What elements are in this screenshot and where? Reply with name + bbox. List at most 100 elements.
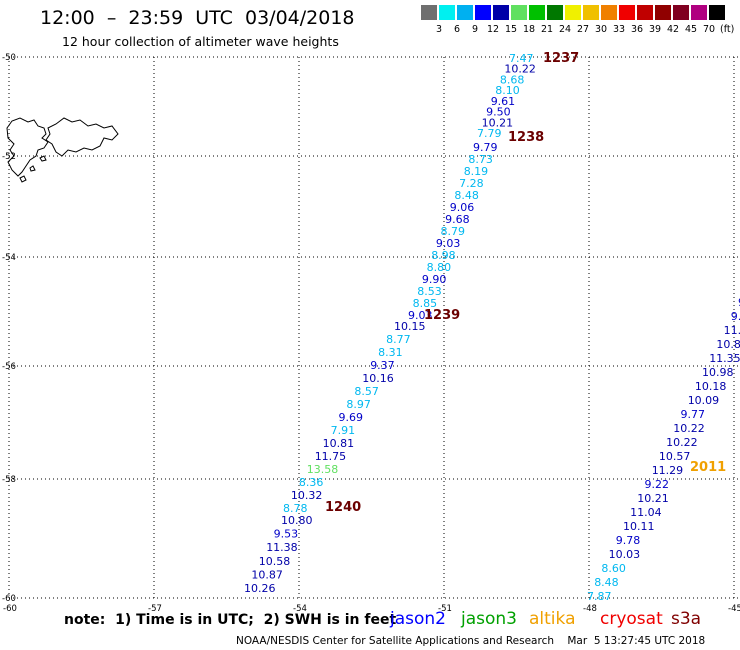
longitude-label: -60 [3, 604, 17, 614]
longitude-label: -57 [148, 604, 162, 614]
wave-height-value: 13.58 [307, 463, 339, 476]
colorbar-swatch [457, 5, 473, 20]
wave-height-value: 8.98 [431, 249, 456, 262]
colorbar-label: 12 [486, 24, 500, 35]
longitude-label: -51 [438, 604, 452, 614]
wave-height-value: 10.22 [673, 422, 705, 435]
pass-label: 1239 [424, 308, 460, 323]
wave-height-value: 8.53 [417, 285, 442, 298]
falkland-west [6, 117, 49, 177]
colorbar-label: 39 [648, 24, 662, 35]
wave-height-value: 8.48 [454, 189, 479, 202]
wave-height-value: 11.35 [709, 352, 740, 365]
footer-credit: NOAA/NESDIS Center for Satellite Applica… [236, 635, 706, 647]
wave-height-value: 11.29 [652, 464, 684, 477]
colorbar-label: 24 [558, 24, 572, 35]
colorbar-label: 70 [702, 24, 716, 35]
falkland-islet-2 [29, 165, 36, 172]
wave-height-value: 8.85 [413, 297, 438, 310]
colorbar-swatch [565, 5, 581, 20]
colorbar-swatch [529, 5, 545, 20]
colorbar-label: 45 [684, 24, 698, 35]
colorbar-label: 15 [504, 24, 518, 35]
wave-height-value: 8.73 [468, 153, 493, 166]
wave-height-value: 11.4 [724, 324, 740, 337]
wave-height-value: 9.37 [370, 359, 395, 372]
wave-height-value: 8.36 [299, 476, 324, 489]
falkland-east [45, 117, 119, 157]
falkland-islands-coastline [6, 117, 119, 183]
wave-height-value: 9.06 [450, 201, 475, 214]
colorbar-swatch [691, 5, 707, 20]
wave-height-value: 10.84 [716, 338, 740, 351]
colorbar-label: 30 [594, 24, 608, 35]
legend-jason2: jason2 [390, 609, 446, 629]
colorbar-unit: (ft) [720, 24, 735, 35]
colorbar-label: 18 [522, 24, 536, 35]
colorbar-label: 21 [540, 24, 554, 35]
falkland-islet-3 [39, 155, 47, 162]
wave-height-value: 8.31 [378, 346, 403, 359]
wave-height-value: 10.32 [291, 489, 323, 502]
colorbar-swatch [619, 5, 635, 20]
wave-height-value: 8.97 [346, 398, 371, 411]
wave-height-value: 7.28 [459, 177, 484, 190]
track-1239: 10.158.778.319.3710.168.578.979.697.9110… [283, 308, 460, 515]
wave-height-value: 8.10 [495, 84, 520, 97]
wave-height-value: 10.26 [244, 582, 276, 595]
wave-height-value: 11.75 [315, 450, 347, 463]
wave-height-value: 10.98 [702, 366, 734, 379]
wave-height-value: 10.16 [362, 372, 394, 385]
wave-height-value: 7.87 [587, 590, 612, 603]
wave-height-value: 10.80 [281, 514, 313, 527]
colorbar-swatch [475, 5, 491, 20]
colorbar-swatch [439, 5, 455, 20]
colorbar-swatch [547, 5, 563, 20]
wave-height-value: 9.61 [491, 95, 516, 108]
wave-height-value: 10.21 [482, 116, 513, 129]
wave-height-value: 7.79 [477, 127, 502, 140]
wave-height-value: 9. [731, 310, 740, 323]
legend-cryosat: cryosat [600, 609, 663, 629]
wave-height-value: 10.03 [609, 548, 641, 561]
colorbar-label: 27 [576, 24, 590, 35]
wave-height-value: 10.11 [623, 520, 655, 533]
colorbar-swatch [493, 5, 509, 20]
map-grid: -50-52-54-56-58-60-60 -57 -54 -51 -48 -45 [2, 53, 740, 614]
wave-height-value: 10.22 [504, 63, 536, 76]
wave-height-value: 9.79 [473, 141, 498, 154]
colorbar-swatch [601, 5, 617, 20]
wave-height-value: 8.60 [601, 562, 626, 575]
pass-label: 1237 [543, 51, 579, 66]
track-1238: 9.798.738.197.288.489.069.688.799.038.98… [408, 130, 544, 322]
latitude-label: -60 [2, 594, 16, 604]
map-title: 12:00 – 23:59 UTC 03/04/2018 [40, 7, 355, 29]
wave-height-value: 8.48 [594, 576, 619, 589]
pass-label: 1238 [508, 130, 544, 145]
wave-height-value: 11.04 [630, 506, 662, 519]
legend-jason3: jason3 [461, 609, 517, 629]
colorbar-swatch [655, 5, 671, 20]
altimeter-tracks: 7.4710.228.688.109.619.5010.217.7912379.… [244, 51, 740, 603]
track-2011: 9.9.11.410.8411.3510.9810.1810.099.7710.… [587, 296, 740, 603]
wave-height-value: 9.03 [436, 237, 461, 250]
wave-height-value: 9.03 [408, 309, 433, 322]
colorbar-label: 3 [435, 24, 443, 35]
wave-height-value: 10.58 [259, 555, 291, 568]
legend-altika: altika [529, 609, 576, 629]
wave-height-value: 9. [738, 296, 740, 309]
wave-height-value: 10.22 [666, 436, 698, 449]
wave-height-value: 8.19 [464, 165, 489, 178]
wave-height-value: 10.81 [323, 437, 355, 450]
wave-height-value: 10.09 [688, 394, 720, 407]
colorbar-label: 36 [630, 24, 644, 35]
longitude-label: -45 [728, 604, 740, 614]
wave-height-value: 8.77 [386, 333, 411, 346]
pass-label: 2011 [690, 460, 726, 475]
wave-height-value: 9.77 [681, 408, 706, 421]
wave-height-value: 11.38 [266, 541, 298, 554]
colorbar-label: 33 [612, 24, 626, 35]
wave-height-value: 9.22 [645, 478, 670, 491]
